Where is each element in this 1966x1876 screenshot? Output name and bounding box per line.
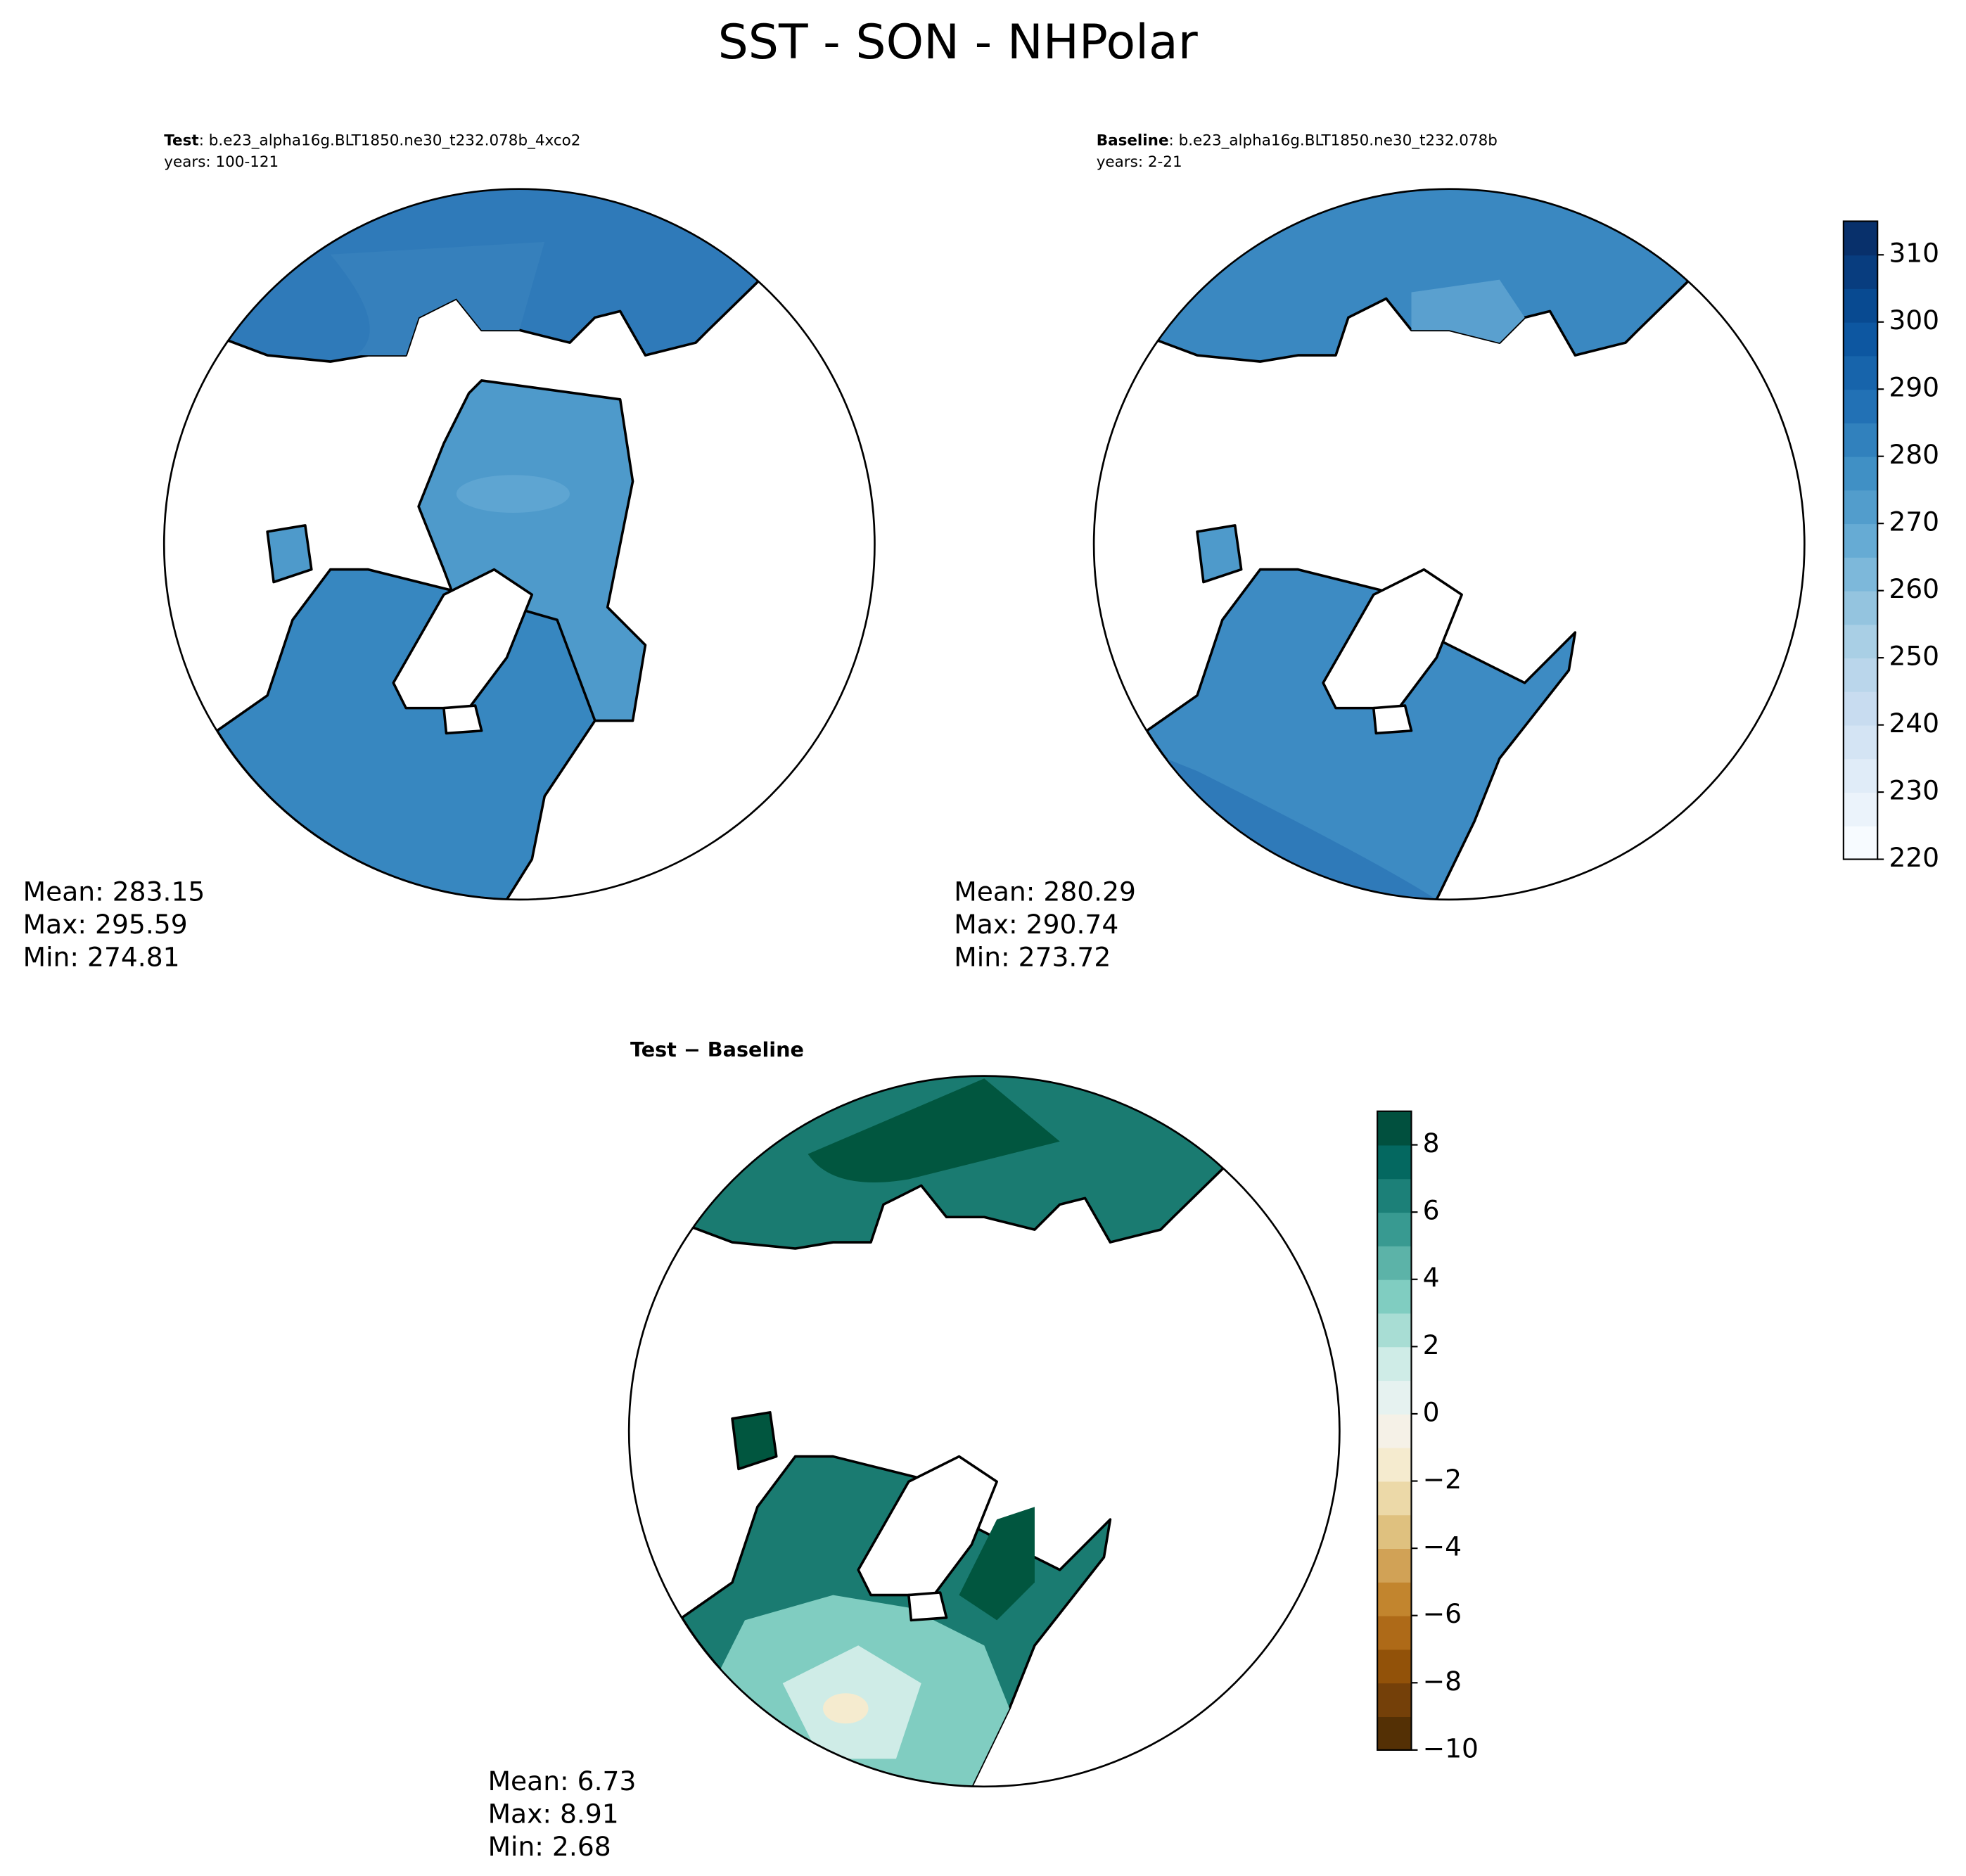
colorbar-frame: [1842, 220, 1879, 860]
colorbar-band: [1377, 1683, 1412, 1717]
figure-title: SST - SON - NHPolar: [718, 15, 1198, 70]
colorbar-band: [1843, 221, 1878, 256]
panel-label: Test: [164, 132, 198, 150]
panel-years: years: 2-21: [1097, 153, 1182, 171]
colorbar-tick-label: 270: [1889, 506, 1939, 537]
panel-label: Test − Baseline: [630, 1038, 804, 1061]
colorbar-band: [1843, 825, 1878, 860]
colorbar-tick-label: 300: [1889, 305, 1939, 336]
colorbar-tick-label: 310: [1889, 238, 1939, 269]
colorbar-band: [1843, 321, 1878, 357]
colorbar-tick-label: −2: [1423, 1464, 1462, 1495]
colorbar-tick-label: 4: [1423, 1262, 1440, 1293]
colorbar-band: [1377, 1178, 1412, 1213]
colorbar-band: [1377, 1481, 1412, 1516]
colorbar-tick-label: 230: [1889, 775, 1939, 806]
panel-header: Test: b.e23_alpha16g.BLT1850.ne30_t232.0…: [164, 132, 580, 150]
colorbar-tick-label: −8: [1423, 1666, 1462, 1697]
panel-years: years: 100-121: [164, 153, 279, 171]
colorbar-band: [1843, 590, 1878, 625]
colorbar-band: [1843, 255, 1878, 289]
colorbar-band: [1377, 1581, 1412, 1616]
colorbar-band: [1377, 1111, 1412, 1146]
colorbar-tick-label: 2: [1423, 1329, 1440, 1360]
colorbar-band: [1843, 758, 1878, 793]
colorbar-tick-label: 290: [1889, 372, 1939, 403]
stat: Mean: 283.15: [23, 876, 205, 907]
colorbar-tick-label: 250: [1889, 641, 1939, 672]
colorbar-frame: [1377, 1110, 1412, 1751]
colorbar-band: [1377, 1245, 1412, 1280]
colorbar-band: [1843, 288, 1878, 323]
panel-case: : b.e23_alpha16g.BLT1850.ne30_t232.078b_…: [199, 132, 581, 150]
colorbar-band: [1377, 1548, 1412, 1583]
colorbar-tick-label: 0: [1423, 1396, 1440, 1427]
colorbar-band: [1377, 1346, 1412, 1382]
panel-label: Baseline: [1097, 132, 1169, 150]
stat: Min: 273.72: [954, 942, 1111, 973]
colorbar-band: [1843, 691, 1878, 726]
stat: Max: 290.74: [954, 909, 1118, 940]
colorbar-tick-label: 280: [1889, 439, 1939, 470]
colorbar-band: [1843, 355, 1878, 390]
colorbar-band: [1843, 658, 1878, 692]
map: [627, 1075, 1341, 1788]
stat: Min: 274.81: [23, 942, 180, 973]
colorbar-band: [1843, 523, 1878, 558]
map: [162, 188, 876, 901]
colorbar-band: [1377, 1615, 1412, 1650]
stat: Max: 295.59: [23, 909, 188, 940]
colorbar-band: [1377, 1447, 1412, 1482]
colorbar-band: [1377, 1212, 1412, 1246]
colorbar-band: [1843, 556, 1878, 592]
colorbar-tick-label: 6: [1423, 1195, 1440, 1226]
colorbar-band: [1377, 1716, 1412, 1751]
colorbar-band: [1377, 1413, 1412, 1448]
colorbar-band: [1377, 1649, 1412, 1684]
colorbar-band: [1377, 1380, 1412, 1415]
map: [1092, 188, 1806, 901]
panel-case: : b.e23_alpha16g.BLT1850.ne30_t232.078b: [1169, 132, 1498, 150]
colorbar-band: [1377, 1514, 1412, 1550]
stat: Mean: 280.29: [954, 876, 1136, 907]
colorbar-tick-label: 260: [1889, 573, 1939, 604]
colorbar-tick-label: −6: [1423, 1598, 1462, 1629]
panel-header: Baseline: b.e23_alpha16g.BLT1850.ne30_t2…: [1097, 132, 1498, 150]
stat: Max: 8.91: [488, 1799, 619, 1830]
colorbar-tick-label: −4: [1423, 1531, 1462, 1562]
colorbar-tick-label: 240: [1889, 708, 1939, 739]
stat: Mean: 6.73: [488, 1766, 637, 1797]
colorbar-tick-label: −10: [1423, 1733, 1479, 1763]
colorbar-band: [1843, 725, 1878, 760]
colorbar-band: [1843, 490, 1878, 525]
colorbar-band: [1377, 1279, 1412, 1314]
colorbar-tick-label: 220: [1889, 842, 1939, 873]
colorbar-band: [1843, 422, 1878, 457]
colorbar-band: [1377, 1144, 1412, 1180]
colorbar-tick-label: 8: [1423, 1128, 1440, 1159]
colorbar-band: [1843, 792, 1878, 827]
colorbar-band: [1377, 1313, 1412, 1348]
colorbar-band: [1843, 624, 1878, 659]
colorbar-band: [1843, 389, 1878, 423]
colorbar-band: [1843, 456, 1878, 491]
stat: Min: 2.68: [488, 1831, 611, 1862]
